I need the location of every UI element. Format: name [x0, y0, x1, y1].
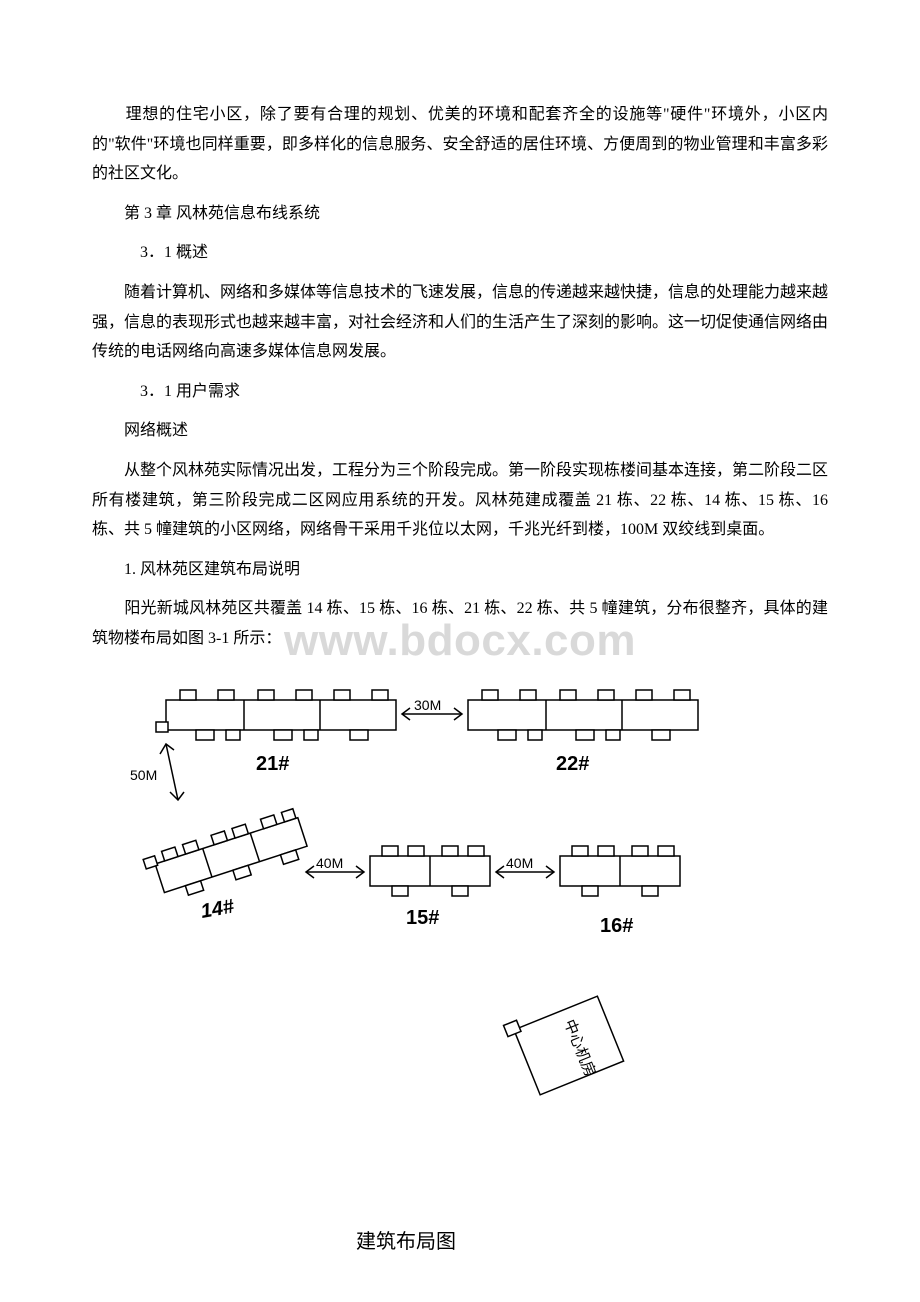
- network-overview-heading: 网络概述: [92, 416, 828, 446]
- building-15-label: 15#: [406, 907, 439, 929]
- intro-paragraph: 理想的住宅小区，除了要有合理的规划、优美的环境和配套齐全的设施等"硬件"环境外，…: [92, 100, 828, 189]
- section-3-1-requirements-title: 3．1 用户需求: [92, 377, 828, 407]
- section-3-1-overview-title: 3．1 概述: [92, 238, 828, 268]
- building-14-label: 14#: [199, 895, 237, 923]
- building-16-shape: [560, 846, 680, 896]
- dimension-40m-b-label: 40M: [506, 855, 533, 871]
- building-15-shape: [370, 846, 490, 896]
- dimension-50m: [160, 744, 184, 800]
- dimension-40m-a-label: 40M: [316, 855, 343, 871]
- building-22-label: 22#: [556, 753, 589, 775]
- building-14-shape: [143, 808, 311, 905]
- overview-paragraph: 随着计算机、网络和多媒体等信息技术的飞速发展，信息的传递越来越快捷，信息的处理能…: [92, 278, 828, 367]
- layout-heading: 1. 风林苑区建筑布局说明: [92, 555, 828, 585]
- dimension-30m-label: 30M: [414, 697, 441, 713]
- dimension-50m-label: 50M: [130, 767, 157, 783]
- chapter-3-title: 第 3 章 风林苑信息布线系统: [92, 199, 828, 229]
- diagram-caption: 建筑布局图: [86, 1225, 726, 1254]
- building-layout-diagram: 21# 30M 22# 50M: [126, 672, 726, 1254]
- building-22-shape: [468, 690, 698, 740]
- building-16-label: 16#: [600, 915, 633, 937]
- page-content: 理想的住宅小区，除了要有合理的规划、优美的环境和配套齐全的设施等"硬件"环境外，…: [92, 100, 828, 1254]
- network-overview-paragraph: 从整个风林苑实际情况出发，工程分为三个阶段完成。第一阶段实现栋楼间基本连接，第二…: [92, 456, 828, 545]
- building-21-label: 21#: [256, 753, 289, 775]
- layout-paragraph: 阳光新城风林苑区共覆盖 14 栋、15 栋、16 栋、21 栋、22 栋、共 5…: [92, 594, 828, 653]
- center-room-shape: [504, 988, 624, 1097]
- building-21-shape: [156, 690, 396, 740]
